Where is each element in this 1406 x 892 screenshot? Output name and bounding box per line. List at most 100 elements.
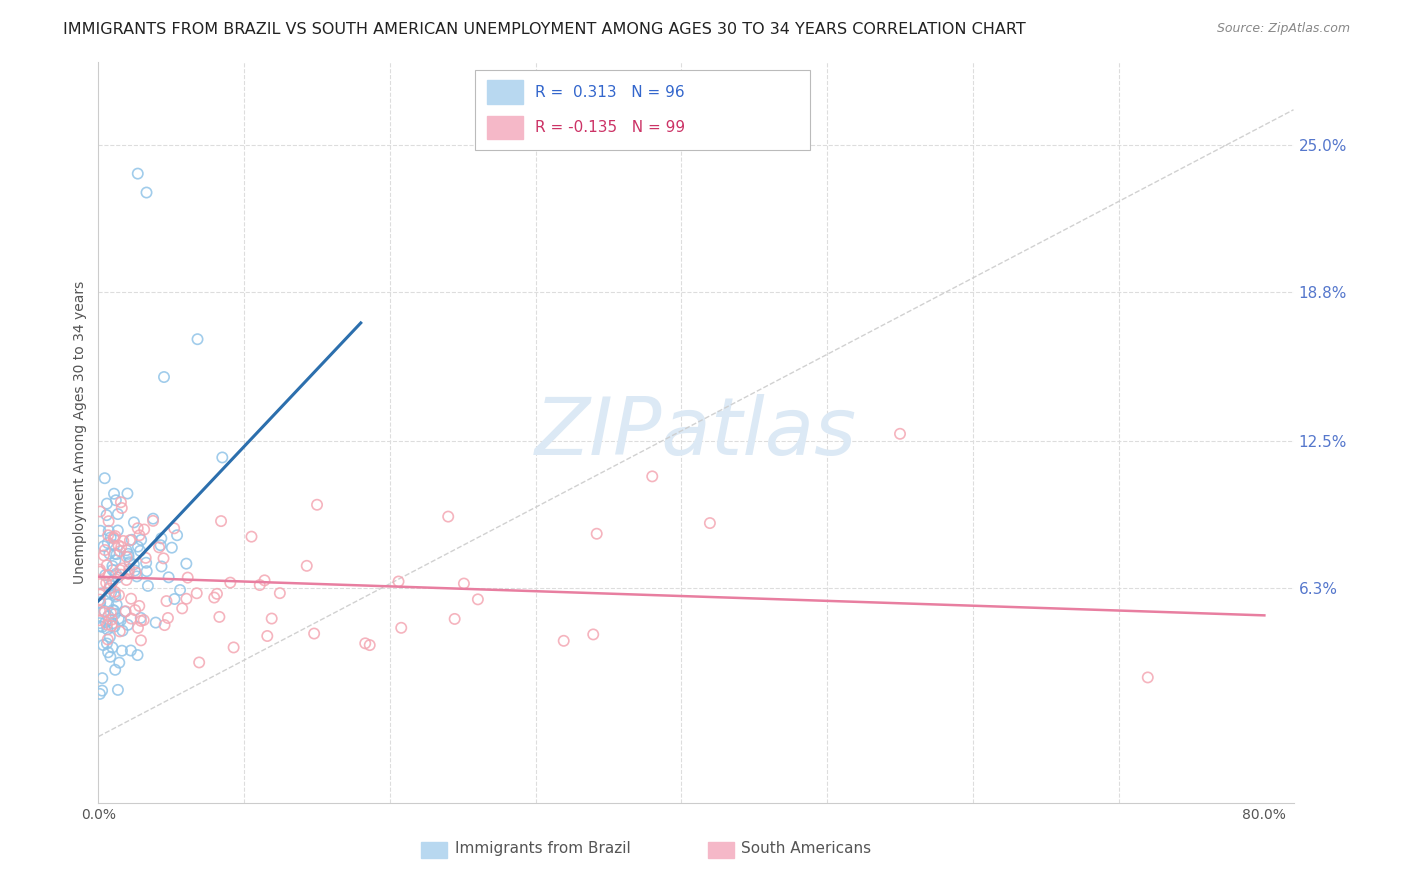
Point [150, 532, 173, 546]
Point [108, 656, 131, 670]
Point [103, 604, 125, 618]
Point [155, 594, 177, 608]
Point [117, 549, 139, 564]
Point [96, 576, 118, 591]
Point [121, 533, 143, 547]
Point [148, 541, 170, 555]
Point [97, 524, 120, 538]
Point [118, 533, 141, 548]
Point [129, 614, 152, 628]
Point [127, 621, 149, 635]
Point [132, 613, 155, 627]
Point [104, 590, 127, 604]
Point [127, 540, 149, 554]
Point [93, 605, 115, 619]
Point [89, 592, 111, 607]
Point [205, 587, 228, 601]
Point [96, 508, 118, 522]
Point [108, 624, 131, 639]
Point [129, 611, 152, 625]
Point [107, 611, 129, 625]
Point [104, 529, 127, 543]
Point [93, 604, 115, 618]
Point [153, 618, 176, 632]
Point [89, 687, 111, 701]
Point [107, 524, 129, 538]
Point [98, 547, 121, 561]
Point [89, 613, 111, 627]
Point [122, 516, 145, 530]
Point [112, 533, 135, 548]
Point [104, 607, 127, 621]
Point [118, 562, 141, 576]
Text: Source: ZipAtlas.com: Source: ZipAtlas.com [1216, 22, 1350, 36]
Point [108, 544, 131, 558]
Point [89, 524, 111, 538]
Point [91, 683, 114, 698]
Point [389, 621, 412, 635]
Point [120, 611, 142, 625]
Point [129, 633, 152, 648]
Point [98, 630, 121, 644]
Point [89, 504, 111, 518]
Point [94, 615, 117, 630]
Point [111, 624, 134, 638]
Point [108, 563, 131, 577]
Point [89, 577, 111, 591]
Point [125, 566, 148, 580]
Point [160, 541, 183, 555]
Point [94, 543, 117, 558]
Point [111, 561, 134, 575]
Point [124, 564, 146, 578]
Point [188, 656, 211, 670]
Point [467, 592, 489, 607]
Point [110, 567, 132, 582]
Point [156, 611, 179, 625]
Point [97, 609, 120, 624]
Point [129, 544, 152, 558]
Point [120, 643, 142, 657]
Y-axis label: Unemployment Among Ages 30 to 34 years: Unemployment Among Ages 30 to 34 years [73, 281, 87, 584]
FancyBboxPatch shape [475, 70, 810, 150]
Point [101, 612, 124, 626]
Point [100, 606, 122, 620]
Point [120, 591, 142, 606]
Point [176, 557, 198, 571]
Point [91, 620, 114, 634]
Point [135, 556, 157, 570]
Point [118, 555, 141, 569]
Point [115, 543, 138, 558]
Point [89, 619, 111, 633]
Point [101, 563, 124, 577]
Point [115, 549, 138, 564]
Point [127, 521, 149, 535]
Point [97, 528, 120, 542]
Point [93, 471, 115, 485]
Point [96, 623, 118, 637]
Point [97, 568, 120, 582]
Point [97, 597, 120, 611]
Point [128, 528, 150, 542]
Point [110, 495, 132, 509]
Point [249, 578, 271, 592]
Point [142, 514, 165, 528]
Point [98, 649, 121, 664]
Point [107, 538, 129, 552]
Point [295, 558, 318, 573]
Point [387, 574, 409, 589]
Point [97, 514, 120, 528]
Point [91, 671, 114, 685]
Point [107, 682, 129, 697]
Point [240, 530, 263, 544]
Point [582, 627, 605, 641]
Point [90, 586, 112, 600]
Point [166, 528, 188, 542]
Point [105, 598, 128, 612]
Point [96, 636, 118, 650]
Point [186, 586, 208, 600]
Point [98, 582, 121, 596]
Point [103, 530, 125, 544]
Point [172, 601, 194, 615]
Point [101, 559, 124, 574]
Point [96, 617, 118, 632]
